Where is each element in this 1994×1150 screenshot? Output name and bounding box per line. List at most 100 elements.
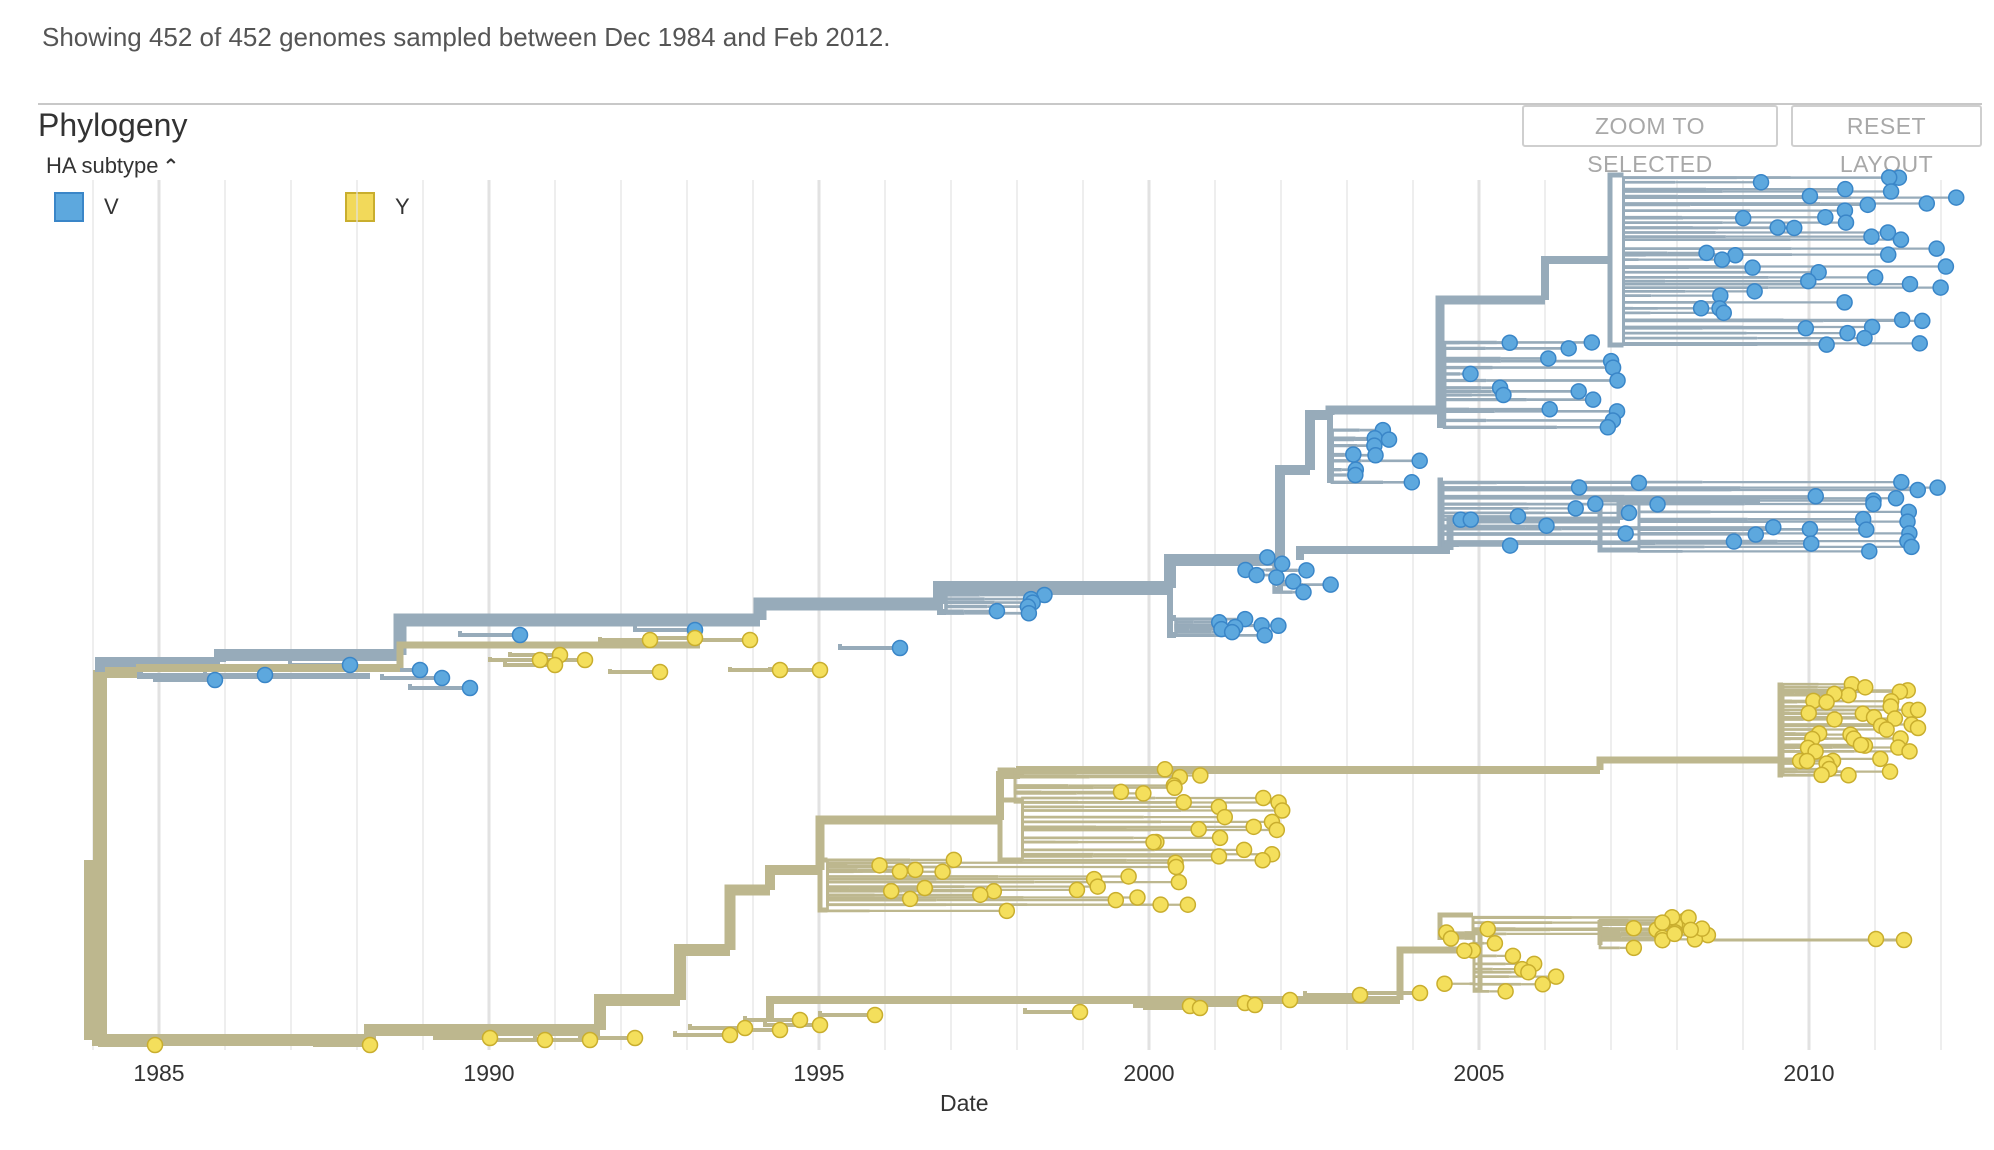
tree-tip[interactable]: [1211, 829, 1229, 847]
tree-tip[interactable]: [1281, 991, 1299, 1009]
tree-tip[interactable]: [1801, 520, 1819, 538]
tree-tip[interactable]: [1495, 386, 1512, 404]
tree-tip[interactable]: [1893, 473, 1910, 491]
tree-tip[interactable]: [1810, 264, 1827, 281]
tree-tip[interactable]: [1351, 986, 1369, 1004]
tree-branch[interactable]: [408, 684, 470, 690]
tree-branch[interactable]: [724, 884, 770, 950]
tree-branch[interactable]: [1174, 626, 1232, 637]
tree-branch[interactable]: [818, 1011, 875, 1017]
tree-tip[interactable]: [1765, 518, 1782, 536]
tree-branch[interactable]: [1233, 996, 1290, 1002]
tree-tip[interactable]: [1599, 419, 1617, 436]
tree-tip[interactable]: [985, 882, 1003, 900]
tree-branch[interactable]: [1325, 405, 1440, 415]
tree-tip[interactable]: [1802, 535, 1820, 552]
tree-tip[interactable]: [1807, 488, 1824, 505]
tree-tip[interactable]: [1744, 259, 1761, 276]
tree-branch[interactable]: [1143, 1004, 1200, 1010]
tree-tip[interactable]: [1713, 251, 1731, 268]
tree-branch[interactable]: [1330, 455, 1347, 477]
tree-tip[interactable]: [1863, 228, 1880, 245]
tree-tip[interactable]: [1818, 336, 1835, 353]
tree-tip[interactable]: [1587, 495, 1604, 513]
tree-branch[interactable]: [1441, 507, 1529, 513]
tree-branch[interactable]: [1013, 785, 1079, 804]
tree-tip[interactable]: [1901, 275, 1919, 293]
tree-tip[interactable]: [1878, 721, 1895, 738]
tree-tip[interactable]: [1837, 180, 1854, 198]
tree-branch[interactable]: [137, 672, 370, 679]
tree-branch[interactable]: [1596, 756, 1780, 770]
tree-branch[interactable]: [1303, 991, 1360, 997]
tree-tip[interactable]: [626, 1029, 644, 1047]
tree-tip[interactable]: [1295, 583, 1312, 601]
tree-tip[interactable]: [1800, 272, 1817, 290]
tree-tip[interactable]: [1929, 479, 1946, 496]
tree-tip[interactable]: [1903, 538, 1920, 556]
tree-tip[interactable]: [1867, 930, 1885, 948]
tree-tip[interactable]: [1879, 224, 1897, 241]
tree-branch[interactable]: [1021, 830, 1079, 844]
tree-tip[interactable]: [1800, 704, 1817, 722]
tree-branch[interactable]: [937, 595, 946, 604]
tree-tip[interactable]: [1135, 785, 1152, 802]
tree-tips[interactable]: [146, 169, 1965, 1054]
tree-branch[interactable]: [1622, 260, 1703, 330]
tree-tip[interactable]: [1570, 383, 1587, 400]
tree-tip[interactable]: [686, 629, 704, 647]
tree-tip[interactable]: [536, 1031, 554, 1049]
tree-tip[interactable]: [1909, 719, 1927, 737]
tree-tip[interactable]: [1747, 526, 1765, 543]
tree-tip[interactable]: [1859, 196, 1877, 214]
tree-branch[interactable]: [488, 657, 540, 662]
tree-tip[interactable]: [1911, 335, 1928, 352]
tree-branch[interactable]: [433, 1034, 490, 1040]
tree-tip[interactable]: [1836, 294, 1853, 311]
tree-tip[interactable]: [1152, 896, 1169, 913]
tree-tip[interactable]: [1192, 767, 1209, 784]
tree-tip[interactable]: [1268, 821, 1286, 839]
tree-branch[interactable]: [458, 631, 520, 637]
tree-branch[interactable]: [214, 649, 400, 662]
tree-tip[interactable]: [1235, 841, 1253, 859]
tree-branch[interactable]: [944, 605, 988, 609]
tree-branch[interactable]: [815, 815, 1000, 870]
tree-tip[interactable]: [1817, 208, 1834, 226]
tree-branch[interactable]: [1305, 410, 1330, 470]
tree-tip[interactable]: [1880, 169, 1898, 186]
tree-tip[interactable]: [1818, 693, 1835, 711]
tree-tip[interactable]: [1866, 269, 1884, 286]
tree-tip[interactable]: [945, 851, 963, 869]
tree-tip[interactable]: [1298, 562, 1315, 579]
tree-tip[interactable]: [1538, 517, 1555, 534]
tree-tip[interactable]: [1089, 878, 1106, 895]
tree-tip[interactable]: [1801, 187, 1819, 205]
tree-tip[interactable]: [1541, 401, 1558, 418]
tree-branch[interactable]: [1437, 337, 1445, 410]
tree-tip[interactable]: [1520, 964, 1537, 981]
tree-branch[interactable]: [997, 790, 1015, 803]
tree-branch[interactable]: [578, 1034, 635, 1040]
tree-tip[interactable]: [1583, 334, 1601, 351]
tree-tip[interactable]: [1442, 930, 1460, 947]
tree-tip[interactable]: [1020, 604, 1038, 622]
tree-tip[interactable]: [1210, 848, 1228, 865]
tree-tip[interactable]: [1852, 736, 1870, 754]
tree-branch[interactable]: [768, 667, 820, 672]
tree-branch[interactable]: [633, 626, 695, 632]
tree-tip[interactable]: [1813, 766, 1830, 784]
tree-tip[interactable]: [1584, 391, 1602, 408]
tree-tip[interactable]: [1509, 508, 1527, 525]
tree-branch[interactable]: [1622, 260, 1689, 270]
tree-tip[interactable]: [546, 656, 564, 674]
tree-tip[interactable]: [1156, 761, 1174, 778]
tree-tip[interactable]: [341, 656, 359, 674]
tree-tip[interactable]: [1179, 896, 1197, 913]
tree-tip[interactable]: [972, 886, 989, 904]
tree-tip[interactable]: [811, 1016, 829, 1034]
tree-tip[interactable]: [1254, 851, 1271, 869]
tree-tip[interactable]: [1380, 431, 1398, 448]
tree-branch[interactable]: [1597, 545, 1639, 553]
tree-tip[interactable]: [1630, 474, 1648, 492]
